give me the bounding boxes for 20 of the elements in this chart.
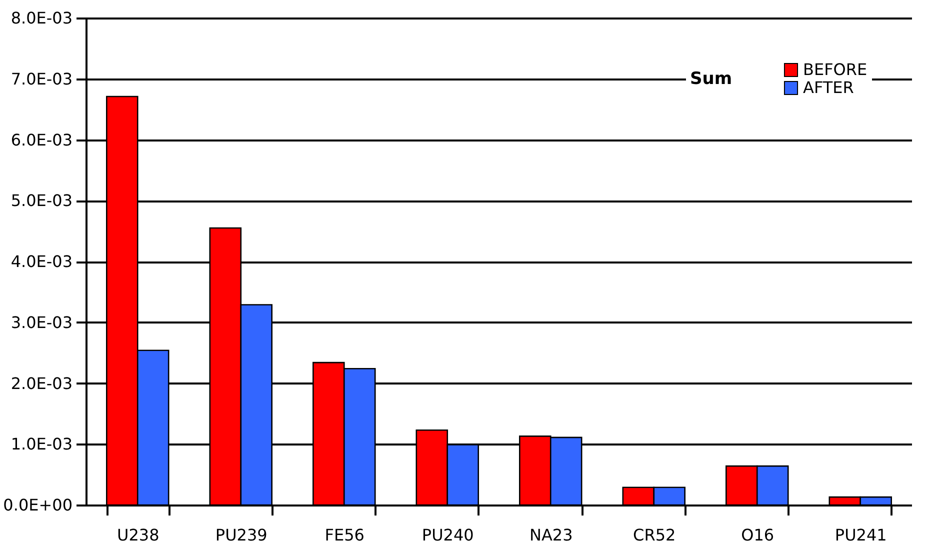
x-tick-label: O16: [741, 526, 774, 544]
y-tick-label: 7.0E-03: [10, 69, 72, 88]
y-tick-label: 8.0E-03: [10, 8, 72, 28]
x-tick-label: FE56: [324, 526, 364, 544]
x-tick-label: U238: [117, 526, 160, 544]
legend-title: Sum: [690, 69, 732, 89]
x-tick-label: PU240: [422, 526, 474, 544]
x-tick-label: CR52: [633, 526, 676, 544]
y-tick-label: 1.0E-03: [10, 434, 72, 454]
y-tick-label: 2.0E-03: [10, 374, 72, 393]
x-tick-label: PU239: [215, 526, 268, 544]
y-tick-label: 4.0E-03: [10, 252, 72, 271]
legend-label: BEFORE: [803, 60, 868, 79]
legend-label: AFTER: [803, 78, 854, 97]
x-tick-label: PU241: [834, 526, 887, 544]
y-tick-label: 0.0E+00: [3, 496, 72, 514]
y-tick-label: 3.0E-03: [10, 312, 72, 332]
x-tick-label: NA23: [529, 526, 573, 544]
y-tick-label: 6.0E-03: [10, 130, 72, 150]
y-tick-label: 5.0E-03: [10, 191, 72, 210]
